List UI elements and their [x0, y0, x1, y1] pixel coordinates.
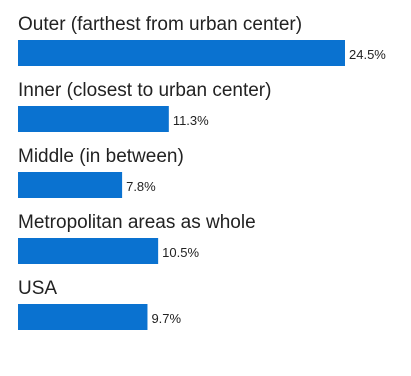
value-label: 7.8%	[126, 179, 156, 194]
bar	[18, 106, 169, 132]
category-label: Metropolitan areas as whole	[18, 212, 256, 233]
bar	[18, 172, 123, 198]
bar	[18, 304, 148, 330]
category-label: USA	[18, 278, 57, 299]
value-label: 10.5%	[162, 245, 199, 260]
value-label: 24.5%	[349, 47, 386, 62]
category-label: Middle (in between)	[18, 146, 184, 167]
bar	[18, 40, 345, 66]
category-label: Outer (farthest from urban center)	[18, 14, 302, 35]
value-label: 11.3%	[173, 113, 209, 128]
bar	[18, 238, 159, 264]
category-label: Inner (closest to urban center)	[18, 80, 271, 101]
value-label: 9.7%	[151, 311, 181, 326]
